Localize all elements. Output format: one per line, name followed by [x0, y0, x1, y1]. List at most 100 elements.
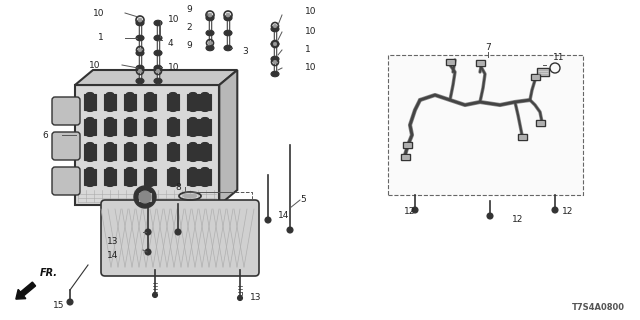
Circle shape [287, 227, 293, 233]
Bar [167, 144, 179, 160]
Ellipse shape [106, 92, 113, 95]
Text: 1: 1 [99, 34, 104, 43]
Text: 1: 1 [305, 45, 311, 54]
Ellipse shape [147, 183, 154, 187]
Bar [104, 119, 116, 135]
Ellipse shape [170, 108, 177, 111]
Ellipse shape [86, 133, 93, 137]
Ellipse shape [154, 65, 162, 71]
Ellipse shape [271, 71, 279, 77]
Ellipse shape [206, 15, 214, 21]
Bar [124, 94, 136, 110]
Bar [187, 169, 199, 185]
Ellipse shape [170, 167, 177, 171]
Circle shape [152, 292, 157, 298]
Ellipse shape [189, 108, 196, 111]
Circle shape [138, 18, 142, 22]
Bar [144, 94, 156, 110]
FancyBboxPatch shape [101, 200, 259, 276]
Bar [199, 119, 211, 135]
FancyBboxPatch shape [52, 167, 80, 195]
Ellipse shape [189, 92, 196, 95]
Polygon shape [75, 70, 237, 85]
Ellipse shape [183, 194, 197, 198]
Bar [199, 94, 211, 110]
Ellipse shape [189, 167, 196, 171]
Bar [124, 144, 136, 160]
Ellipse shape [271, 41, 279, 47]
Circle shape [265, 217, 271, 223]
Ellipse shape [154, 35, 162, 41]
Ellipse shape [106, 108, 113, 111]
Ellipse shape [147, 167, 154, 171]
Circle shape [156, 69, 160, 73]
Ellipse shape [86, 142, 93, 146]
Bar [84, 169, 96, 185]
Text: 10: 10 [305, 28, 317, 36]
Ellipse shape [127, 108, 134, 111]
Ellipse shape [86, 92, 93, 95]
Circle shape [273, 24, 276, 28]
Text: T7S4A0800: T7S4A0800 [572, 303, 625, 312]
Circle shape [273, 42, 276, 46]
Circle shape [552, 207, 558, 213]
Bar [388, 55, 583, 195]
Text: 12: 12 [512, 215, 524, 225]
Bar [104, 144, 116, 160]
Ellipse shape [106, 117, 113, 121]
Ellipse shape [189, 117, 196, 121]
Ellipse shape [106, 133, 113, 137]
Bar [124, 169, 136, 185]
Circle shape [138, 48, 141, 52]
Ellipse shape [136, 78, 144, 84]
Ellipse shape [154, 50, 162, 56]
Ellipse shape [106, 167, 113, 171]
Ellipse shape [127, 183, 134, 187]
FancyBboxPatch shape [403, 142, 412, 148]
Bar [84, 119, 96, 135]
Bar [139, 193, 151, 201]
Ellipse shape [127, 167, 134, 171]
Bar [104, 94, 116, 110]
FancyBboxPatch shape [75, 85, 220, 205]
Ellipse shape [170, 117, 177, 121]
Ellipse shape [202, 92, 209, 95]
Text: 4: 4 [168, 39, 173, 49]
Bar [144, 169, 156, 185]
Bar [84, 144, 96, 160]
Ellipse shape [136, 50, 144, 56]
Circle shape [138, 69, 141, 73]
Ellipse shape [106, 158, 113, 162]
Ellipse shape [147, 117, 154, 121]
Ellipse shape [136, 65, 144, 71]
Text: 13: 13 [250, 293, 262, 302]
FancyBboxPatch shape [537, 68, 549, 76]
Bar [187, 119, 199, 135]
Ellipse shape [202, 167, 209, 171]
Ellipse shape [154, 20, 162, 26]
Ellipse shape [202, 158, 209, 162]
Text: 2: 2 [186, 23, 192, 33]
Text: 8: 8 [175, 182, 180, 191]
Ellipse shape [154, 78, 162, 84]
Ellipse shape [86, 117, 93, 121]
Ellipse shape [127, 133, 134, 137]
Bar [124, 119, 136, 135]
Bar [144, 144, 156, 160]
Circle shape [175, 229, 181, 235]
Ellipse shape [189, 183, 196, 187]
Circle shape [487, 213, 493, 219]
Ellipse shape [86, 167, 93, 171]
Ellipse shape [127, 117, 134, 121]
Ellipse shape [170, 133, 177, 137]
Ellipse shape [224, 30, 232, 36]
Ellipse shape [127, 158, 134, 162]
Ellipse shape [136, 20, 144, 26]
Bar [167, 94, 179, 110]
Text: 10: 10 [305, 63, 317, 73]
Ellipse shape [224, 45, 232, 51]
Circle shape [134, 186, 156, 208]
Ellipse shape [86, 108, 93, 111]
Text: 12: 12 [404, 207, 416, 217]
Bar [199, 169, 211, 185]
